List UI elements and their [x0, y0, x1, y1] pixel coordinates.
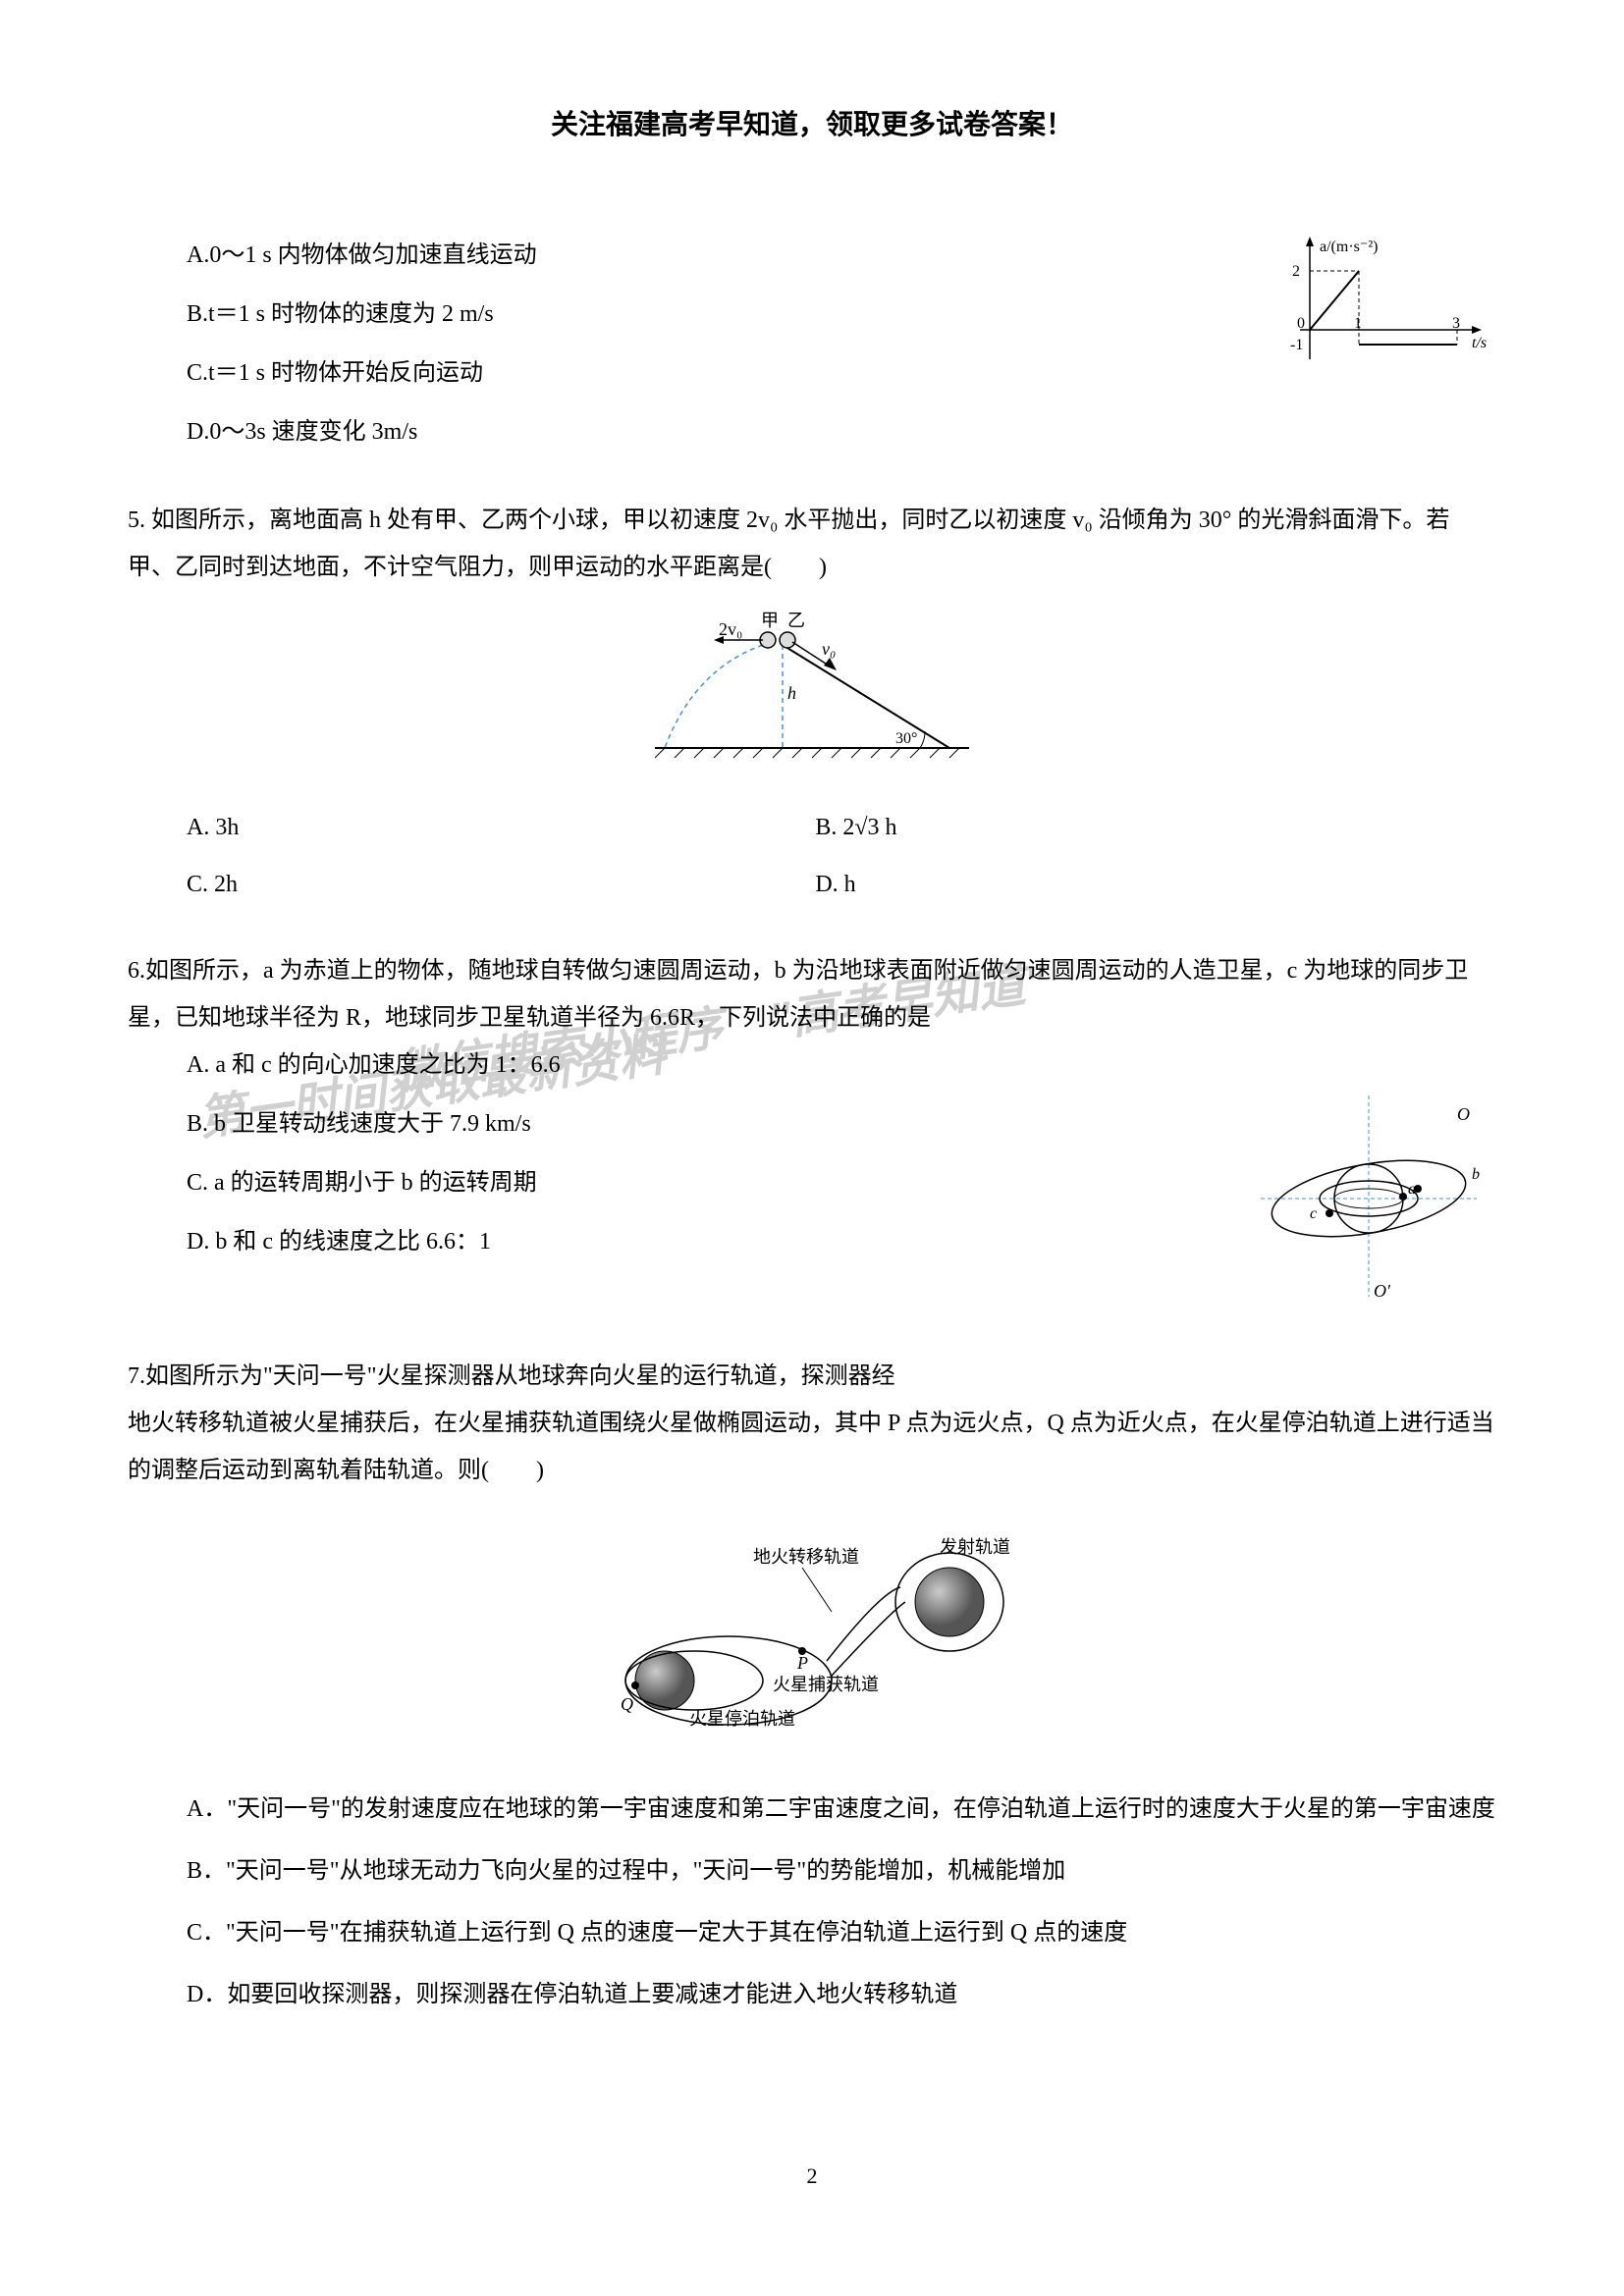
q4-option-a: A.0～1 s 内物体做匀加速直线运动	[128, 232, 1280, 279]
svg-text:甲: 甲	[761, 611, 779, 630]
q4-ylabel: a/(m·s⁻²)	[1320, 239, 1378, 255]
q7-option-a: A．"天问一号"的发射速度应在地球的第一宇宙速度和第二宇宙速度之间，在停泊轨道上…	[128, 1786, 1496, 1833]
svg-text:-1: -1	[1290, 337, 1303, 353]
svg-text:P: P	[796, 1653, 808, 1673]
svg-text:a: a	[1408, 1181, 1416, 1198]
q5-options: A. 3h B. 2√3 h C. 2h D. h	[128, 804, 1496, 918]
svg-text:地火转移轨道: 地火转移轨道	[753, 1547, 859, 1567]
q6-option-d: D. b 和 c 的线速度之比 6.6：1	[128, 1218, 1241, 1265]
q4-options: A.0～1 s 内物体做匀加速直线运动 B.t＝1 s 时物体的速度为 2 m/…	[128, 232, 1280, 467]
q5-option-c: C. 2h	[187, 861, 815, 908]
q6-option-a: A. a 和 c 的向心加速度之比为 1：6.6	[128, 1041, 1241, 1089]
q4-graph: a/(m·s⁻²) 2 0 -1 1 3 t/s	[1280, 232, 1496, 379]
q6-option-c: C. a 的运转周期小于 b 的运转周期	[128, 1159, 1241, 1206]
svg-text:v₀: v₀	[822, 639, 836, 659]
question-4-block: A.0～1 s 内物体做匀加速直线运动 B.t＝1 s 时物体的速度为 2 m/…	[128, 232, 1496, 467]
svg-text:0: 0	[1297, 315, 1305, 332]
q7-option-c: C．"天问一号"在捕获轨道上运行到 Q 点的速度一定大于其在停泊轨道上运行到 Q…	[128, 1909, 1496, 1956]
svg-text:t/s: t/s	[1472, 335, 1487, 351]
q7-text-1: 7.如图所示为"天问一号"火星探测器从地球奔向火星的运行轨道，探测器经	[128, 1353, 1496, 1400]
svg-text:b: b	[1472, 1166, 1480, 1183]
q5-figure: 2v₀ 甲 乙 v₀ h 30°	[128, 611, 1496, 784]
svg-text:h: h	[787, 683, 796, 703]
svg-text:O: O	[1457, 1104, 1470, 1124]
q6-figure: a b c O O′	[1241, 1091, 1496, 1323]
q5-option-a: A. 3h	[187, 804, 815, 851]
svg-text:火星停泊轨道: 火星停泊轨道	[689, 1709, 795, 1729]
q6-option-b: B. b 卫星转动线速度大于 7.9 km/s	[128, 1100, 1241, 1148]
q4-option-b: B.t＝1 s 时物体的速度为 2 m/s	[128, 291, 1280, 338]
q6-text: 6.如图所示，a 为赤道上的物体，随地球自转做匀速圆周运动，b 为沿地球表面附近…	[128, 947, 1496, 1041]
svg-text:火星捕获轨道: 火星捕获轨道	[773, 1675, 879, 1694]
q5-option-d: D. h	[815, 861, 1443, 908]
q7-option-d: D．如要回收探测器，则探测器在停泊轨道上要减速才能进入地火转移轨道	[128, 1971, 1496, 2018]
question-6-block: 6.如图所示，a 为赤道上的物体，随地球自转做匀速圆周运动，b 为沿地球表面附近…	[128, 947, 1496, 1323]
q7-options: A．"天问一号"的发射速度应在地球的第一宇宙速度和第二宇宙速度之间，在停泊轨道上…	[128, 1786, 1496, 2018]
q4-option-d: D.0～3s 速度变化 3m/s	[128, 408, 1280, 455]
page-header: 关注福建高考早知道，领取更多试卷答案！	[128, 98, 1496, 153]
q4-option-c: C.t＝1 s 时物体开始反向运动	[128, 349, 1280, 397]
svg-text:O′: O′	[1374, 1281, 1391, 1301]
question-5-block: 5. 如图所示，离地面高 h 处有甲、乙两个小球，甲以初速度 2v₀ 水平抛出，…	[128, 497, 1496, 918]
q7-figure: P Q 地火转移轨道 发射轨道 火星捕获轨道 火星停泊轨道	[128, 1514, 1496, 1766]
q7-option-b: B．"天问一号"从地球无动力飞向火星的过程中，"天问一号"的势能增加，机械能增加	[128, 1847, 1496, 1895]
svg-text:1: 1	[1354, 315, 1362, 332]
q5-option-b: B. 2√3 h	[815, 804, 1443, 851]
q7-text-2: 地火转移轨道被火星捕获后，在火星捕获轨道围绕火星做椭圆运动，其中 P 点为远火点…	[128, 1400, 1496, 1494]
svg-text:3: 3	[1452, 315, 1460, 332]
svg-text:发射轨道: 发射轨道	[940, 1537, 1010, 1557]
page-number: 2	[807, 2155, 818, 2198]
svg-text:30°: 30°	[895, 730, 917, 747]
svg-text:c: c	[1310, 1205, 1317, 1222]
q5-text: 5. 如图所示，离地面高 h 处有甲、乙两个小球，甲以初速度 2v₀ 水平抛出，…	[128, 497, 1496, 591]
svg-text:2: 2	[1292, 263, 1300, 280]
svg-text:2v₀: 2v₀	[719, 619, 742, 639]
question-7-block: 7.如图所示为"天问一号"火星探测器从地球奔向火星的运行轨道，探测器经 地火转移…	[128, 1353, 1496, 2018]
svg-text:乙: 乙	[787, 611, 805, 630]
svg-text:Q: Q	[621, 1694, 633, 1714]
